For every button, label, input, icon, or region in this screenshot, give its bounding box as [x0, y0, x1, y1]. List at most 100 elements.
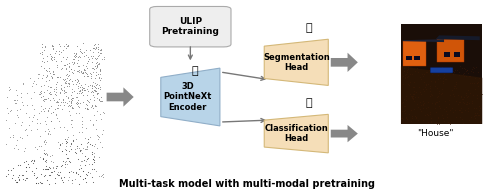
Point: [459, 73, 467, 76]
FancyBboxPatch shape: [404, 41, 425, 66]
Point: [80, 100, 87, 103]
Point: [61, 81, 69, 84]
Point: [93, 63, 101, 66]
Point: [58, 66, 66, 69]
Point: [465, 75, 473, 78]
Point: [410, 108, 418, 111]
Point: [87, 55, 95, 58]
Point: [30, 173, 38, 177]
Point: [82, 181, 90, 184]
Point: [62, 81, 70, 84]
Point: [56, 90, 64, 94]
Point: [51, 52, 59, 55]
Point: [62, 95, 70, 98]
Point: [49, 110, 57, 113]
Point: [54, 75, 62, 78]
Point: [90, 88, 98, 92]
Point: [50, 89, 58, 92]
Point: [6, 110, 14, 113]
Point: [66, 114, 74, 117]
Point: [96, 78, 104, 81]
Point: [426, 89, 434, 93]
Point: [66, 145, 74, 148]
Point: [90, 160, 98, 164]
Point: [62, 90, 70, 93]
Point: [69, 107, 77, 110]
Point: [61, 162, 69, 165]
Point: [47, 120, 55, 123]
Point: [73, 102, 81, 105]
Point: [89, 55, 97, 58]
Point: [57, 60, 65, 63]
Point: [83, 174, 91, 177]
Point: [412, 91, 419, 94]
Point: [22, 127, 30, 130]
Point: [40, 151, 48, 154]
Point: [460, 71, 468, 74]
Point: [73, 145, 81, 148]
Point: [408, 94, 415, 97]
Text: 🔥: 🔥: [305, 98, 312, 108]
Point: [81, 83, 89, 86]
Point: [86, 49, 94, 52]
Point: [78, 148, 85, 151]
Point: [446, 109, 453, 112]
Point: [83, 66, 91, 69]
Point: [402, 116, 410, 119]
Point: [58, 108, 66, 111]
Point: [19, 82, 27, 85]
Point: [72, 51, 80, 54]
Point: [60, 63, 68, 67]
Point: [464, 109, 472, 112]
Point: [455, 108, 463, 112]
Point: [36, 156, 43, 159]
Point: [76, 149, 84, 152]
Point: [40, 109, 48, 112]
Polygon shape: [161, 68, 220, 126]
Point: [90, 96, 98, 99]
Point: [93, 65, 101, 68]
Point: [47, 75, 55, 78]
Point: [54, 173, 62, 177]
Point: [78, 91, 86, 94]
Point: [437, 107, 445, 110]
Point: [412, 116, 420, 119]
Point: [409, 92, 417, 95]
Point: [95, 83, 103, 86]
Point: [472, 107, 480, 110]
Point: [64, 96, 72, 100]
Point: [99, 111, 107, 114]
Point: [86, 72, 94, 75]
Point: [88, 50, 96, 53]
Point: [74, 65, 82, 68]
Point: [433, 87, 441, 90]
Point: [410, 99, 418, 102]
Point: [473, 96, 481, 99]
Point: [411, 85, 418, 88]
Point: [52, 165, 60, 168]
Point: [42, 158, 50, 162]
Point: [416, 109, 424, 113]
Point: [65, 82, 73, 85]
Point: [67, 122, 75, 125]
Point: [8, 176, 16, 179]
Point: [47, 56, 55, 59]
Point: [475, 104, 483, 107]
Point: [83, 107, 91, 110]
Point: [453, 102, 461, 106]
Point: [408, 95, 416, 98]
Point: [431, 102, 439, 105]
Point: [84, 55, 92, 59]
Point: [421, 86, 429, 89]
Point: [55, 120, 63, 123]
Point: [92, 128, 100, 131]
Point: [94, 42, 102, 46]
FancyBboxPatch shape: [150, 6, 231, 47]
Point: [12, 181, 20, 184]
Point: [43, 89, 51, 92]
Point: [61, 137, 69, 140]
Point: [44, 106, 52, 109]
Point: [421, 113, 429, 117]
Point: [22, 170, 30, 173]
Point: [84, 99, 92, 102]
